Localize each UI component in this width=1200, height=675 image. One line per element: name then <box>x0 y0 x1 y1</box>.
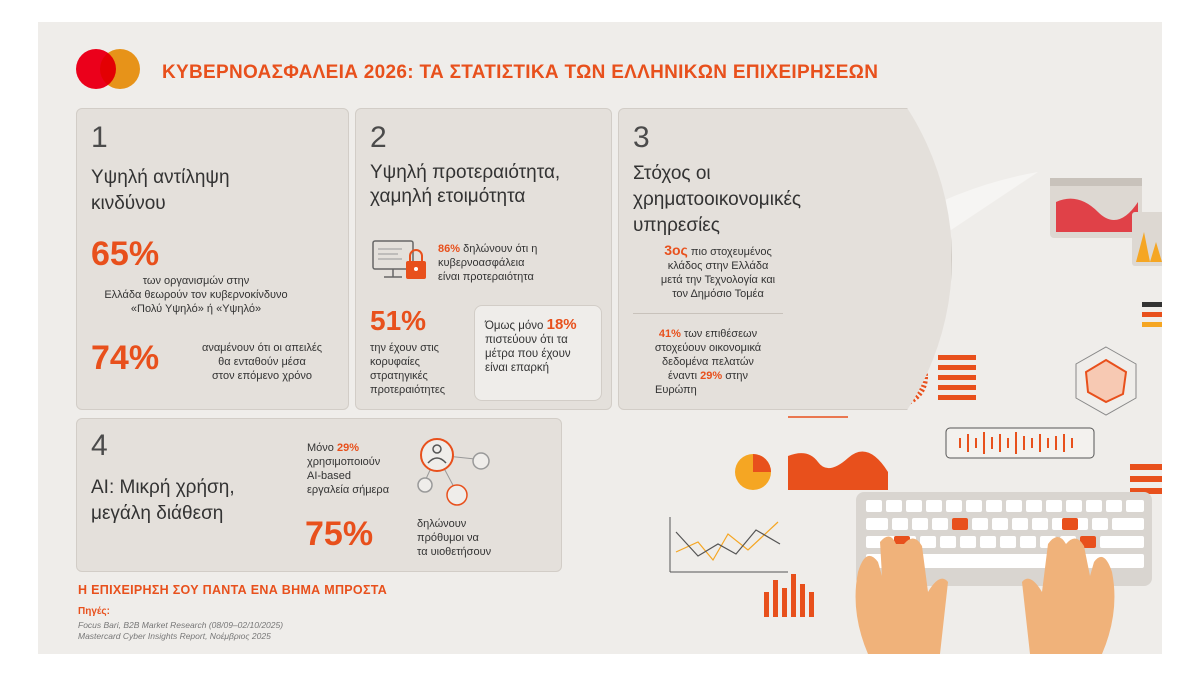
card-heading: AI: Μικρή χρήση, μεγάλη διάθεση <box>91 477 235 524</box>
stat-value: 75% <box>305 515 374 553</box>
stat-description: 86% δηλώνουν ότι η κυβερνοασφάλεια είναι … <box>438 243 538 283</box>
source-line: Mastercard Cyber Insights Report, Νοέμβρ… <box>78 631 271 641</box>
stat-description: την έχουν στις κορυφαίες στρατηγικές προτερ… <box>370 342 446 396</box>
card-heading: Υψηλή προτεραιότητα, χαμηλή ετοιμότητα <box>370 162 561 207</box>
stat-value: 74% <box>91 339 160 377</box>
insufficient-measures-box: Όμως μόνο 18% πιστεύουν ότι τα μέτρα που … <box>474 305 602 401</box>
mastercard-logo <box>76 49 140 89</box>
tagline: Η ΕΠΙΧΕΙΡΗΣΗ ΣΟΥ ΠΑΝΤΑ ΕΝΑ ΒΗΜΑ ΜΠΡΟΣΤΑ <box>78 583 388 597</box>
page-title: ΚΥΒΕΡΝΟΑΣΦΑΛΕΙΑ 2026: ΤΑ ΣΤΑΤΙΣΤΙΚΑ ΤΩΝ … <box>162 62 879 83</box>
stat-value: 51% <box>370 305 427 336</box>
ai-network-icon <box>417 438 490 506</box>
stat-description: 41% των επιθέσεων στοχεύουν οικονομικά δε… <box>654 328 762 396</box>
stat-description: αναμένουν ότι οι απειλές θα ενταθούν μέσα… <box>201 342 323 382</box>
stat-description: Μόνο 29% χρησιμοποιούν AI-based εργαλεία σ… <box>307 442 390 496</box>
sources-heading: Πηγές: <box>78 606 110 617</box>
stat-description: δηλώνουν πρόθυμοι να τα υιοθετήσουν <box>417 518 492 558</box>
card-risk-perception: 1 Υψηλή αντίληψη κινδύνου 65% των οργανισ… <box>76 108 349 410</box>
stat-description: των οργανισμών στην Ελλάδα θεωρούν τον κυ… <box>104 275 288 315</box>
stat-value: 65% <box>91 235 160 273</box>
card-financial-target: 3 Στόχος οι χρηματοοικονομικές υπηρεσίες 3… <box>618 108 952 410</box>
rank-description: 3ος πιο στοχευμένος κλάδος στην Ελλάδα με… <box>660 242 776 300</box>
infographic-canvas: ΚΥΒΕΡΝΟΑΣΦΑΛΕΙΑ 2026: ΤΑ ΣΤΑΤΙΣΤΙΚΑ ΤΩΝ … <box>38 22 1162 654</box>
card-number: 1 <box>91 121 108 154</box>
card-ai-usage: 4 AI: Μικρή χρήση, μεγάλη διάθεση Μόνο 29… <box>76 418 562 572</box>
card-number: 3 <box>633 121 650 154</box>
source-line: Focus Bari, B2B Market Research (08/09–0… <box>78 620 284 630</box>
divider <box>633 313 783 314</box>
computer-lock-icon <box>372 240 426 279</box>
card-number: 2 <box>370 121 387 154</box>
card-heading: Στόχος οι χρηματοοικονομικές υπηρεσίες <box>633 163 802 236</box>
card-priority-readiness: 2 Υψηλή προτεραιότητα, χαμηλή ετοιμότητα … <box>355 108 612 410</box>
card-heading: Υψηλή αντίληψη κινδύνου <box>91 167 230 214</box>
card-number: 4 <box>91 429 108 462</box>
